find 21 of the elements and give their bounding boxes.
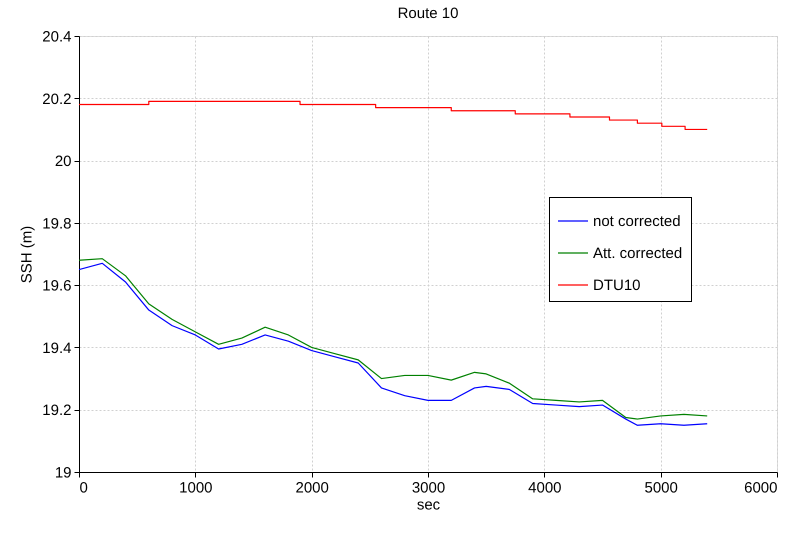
y-tick-label: 19.8 [42, 215, 72, 232]
y-axis-title: SSH (m) [18, 226, 36, 284]
x-tick-label: 1000 [179, 480, 213, 496]
x-tick-label: 4000 [528, 480, 562, 496]
y-tick-label: 20.4 [42, 28, 72, 46]
x-tick-label: 2000 [295, 480, 329, 496]
y-tick-label: 20 [54, 153, 72, 170]
y-tick-label: 19.6 [42, 278, 72, 295]
chart-title: Route 10 [398, 5, 458, 22]
y-tick-label: 19.2 [42, 402, 72, 420]
x-tick-label: 5000 [644, 480, 678, 496]
legend-label: Att. corrected [593, 245, 682, 262]
legend-label: not corrected [593, 213, 681, 230]
y-tick-label: 19 [54, 464, 72, 482]
x-tick-label: 6000 [744, 480, 778, 496]
y-tick-label: 20.2 [42, 90, 72, 108]
legend-label: DTU10 [593, 277, 641, 294]
y-tick-label: 19.4 [42, 340, 72, 357]
x-axis-title: sec [416, 496, 441, 514]
x-tick-label: 3000 [412, 480, 446, 496]
x-tick-label: 0 [80, 480, 88, 496]
